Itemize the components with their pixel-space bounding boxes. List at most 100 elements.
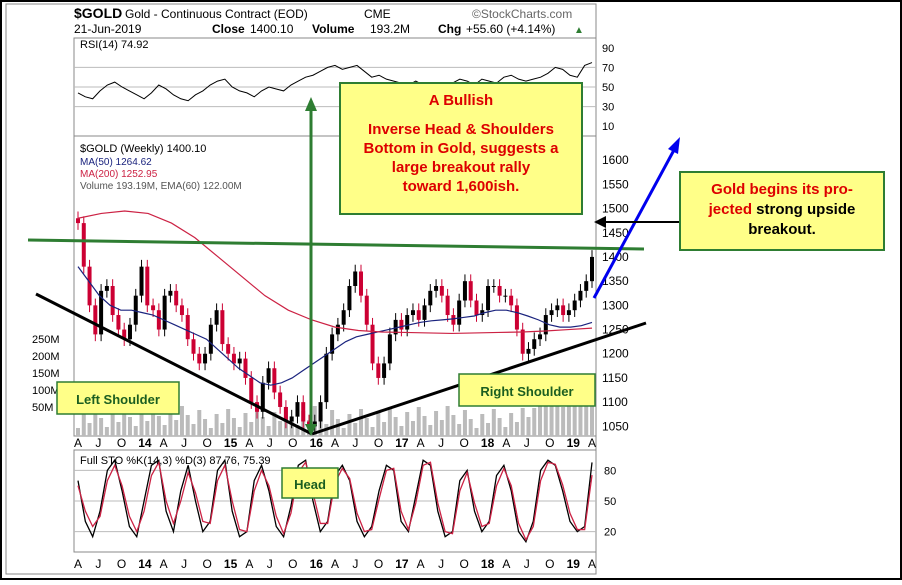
breakout-note xyxy=(679,171,885,251)
chg-value: +55.60 (+4.14%) xyxy=(466,22,555,36)
candle-body xyxy=(347,286,352,311)
breakout-note-line2: jected strong upside xyxy=(708,201,856,218)
price-layer: 250M200M150M100M50M160015501500145014001… xyxy=(32,153,629,450)
candle-body xyxy=(249,377,254,403)
volume-bar xyxy=(104,427,109,436)
price-legend: $GOLD (Weekly) 1400.10 xyxy=(80,143,206,155)
volume-bar xyxy=(145,421,150,436)
candle-body xyxy=(174,290,179,306)
exchange: CME xyxy=(364,7,391,21)
volume-bar xyxy=(139,412,144,436)
candle-body xyxy=(318,402,323,422)
volume-bar xyxy=(122,408,127,436)
projection-line xyxy=(592,149,676,299)
price-x-label: J xyxy=(352,436,358,450)
volume-bar xyxy=(133,426,138,436)
volume-bar xyxy=(272,412,277,436)
price-x-label: O xyxy=(374,436,383,450)
sto-x-label: O xyxy=(374,557,383,571)
candle-body xyxy=(133,295,138,325)
bullish-note-line: toward 1,600ish. xyxy=(403,178,520,195)
volume-bar xyxy=(572,402,577,436)
price-tick-label: 1600 xyxy=(602,153,629,167)
candle-body xyxy=(341,310,346,325)
price-x-label: J xyxy=(267,436,273,450)
volume-bar xyxy=(434,411,439,436)
sto-x-label: O xyxy=(545,557,554,571)
sto-tick-label: 80 xyxy=(604,465,616,477)
bullish-note-line: large breakout rally xyxy=(392,159,531,176)
candle-body xyxy=(324,353,329,403)
rsi-layer: 90 70 50 30 10 xyxy=(74,43,614,133)
volume-bar xyxy=(451,415,456,436)
left-shoulder-text: Left Shoulder xyxy=(76,392,160,407)
volume-bar xyxy=(514,422,519,436)
sto-x-label: J xyxy=(524,557,530,571)
rsi-legend: RSI(14) 74.92 xyxy=(80,39,148,51)
candle-body xyxy=(491,286,496,287)
volume-bar xyxy=(203,419,208,436)
candle-body xyxy=(514,305,519,330)
price-tick-label: 1200 xyxy=(602,347,629,361)
volume-bar xyxy=(410,421,415,436)
volume-bar xyxy=(370,427,375,436)
volume-bar xyxy=(445,406,450,436)
volume-bar xyxy=(81,414,86,436)
ma200-legend: MA(200) 1252.95 xyxy=(80,169,158,180)
candle-body xyxy=(572,300,577,311)
sto-x-label: A xyxy=(245,557,253,571)
price-x-label: J xyxy=(95,436,101,450)
candle-body xyxy=(151,305,156,311)
price-x-label: J xyxy=(181,436,187,450)
bullish-note-body: Inverse Head & Shoulders Bottom in Gold, … xyxy=(363,121,559,195)
price-tick-label: 1150 xyxy=(602,371,628,385)
volume-bar xyxy=(491,409,496,436)
volume-bar xyxy=(543,403,548,436)
volume-bar xyxy=(162,425,167,436)
sto-x-label: O xyxy=(288,557,297,571)
price-x-label: O xyxy=(460,436,469,450)
head-label xyxy=(281,467,339,499)
candle-body xyxy=(532,339,537,349)
sto-x-label: O xyxy=(460,557,469,571)
contract-name: Gold - Continuous Contract (EOD) xyxy=(125,7,308,21)
ma50-line xyxy=(77,266,593,386)
volume-bar xyxy=(566,393,571,436)
candle-body xyxy=(99,290,104,335)
volume-bar xyxy=(255,408,260,436)
price-x-label: 17 xyxy=(395,436,409,450)
candle-body xyxy=(497,286,502,296)
sto-x-label: J xyxy=(267,557,273,571)
volume-bar xyxy=(584,397,589,436)
volume-bar xyxy=(243,413,248,436)
sto-x-label: A xyxy=(417,557,425,571)
volume-bar xyxy=(231,418,236,436)
sto-x-label: O xyxy=(203,557,212,571)
candle-body xyxy=(468,281,473,301)
candle-body xyxy=(87,266,92,306)
volume-tick-label: 200M xyxy=(32,351,60,363)
price-x-label: A xyxy=(160,436,168,450)
candle-body xyxy=(179,305,184,316)
sto-x-label: J xyxy=(181,557,187,571)
volume-bar xyxy=(364,418,369,436)
price-tick-label: 1300 xyxy=(602,298,629,312)
volume-bar xyxy=(538,394,543,436)
candle-body xyxy=(462,281,467,301)
watermark: ©StockCharts.com xyxy=(472,7,572,21)
ma50-legend: MA(50) 1264.62 xyxy=(80,157,152,168)
sto-x-label: 15 xyxy=(224,557,238,571)
price-tick-label: 1450 xyxy=(602,226,629,240)
pointer-arrow-icon xyxy=(594,216,606,228)
volume-bar xyxy=(428,425,433,436)
volume-bar xyxy=(376,413,381,436)
candle-body xyxy=(445,295,450,316)
candle-body xyxy=(543,315,548,335)
bullish-note xyxy=(339,82,583,215)
volume-bar xyxy=(555,398,560,436)
volume-bar xyxy=(237,427,242,436)
sto-x-label: 17 xyxy=(395,557,409,571)
candle-body xyxy=(561,305,566,316)
sto-x-label: 16 xyxy=(310,557,324,571)
volume-bar xyxy=(226,409,231,436)
